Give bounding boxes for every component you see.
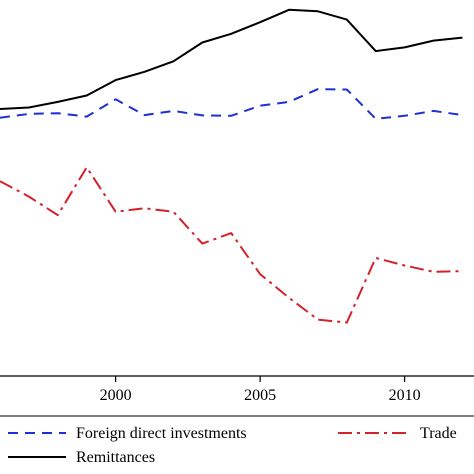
legend-box bbox=[0, 415, 474, 417]
x-tick-label-2010: 2010 bbox=[389, 387, 421, 404]
legend-label-remittances: Remittances bbox=[76, 449, 155, 466]
legend-label-trade: Trade bbox=[420, 425, 457, 442]
x-axis-ticks bbox=[115, 376, 406, 382]
x-tick-label-2005: 2005 bbox=[244, 387, 276, 404]
series-line-foreign-direct-investments bbox=[0, 88, 463, 120]
x-tick-label-2000: 2000 bbox=[100, 387, 132, 404]
series-line-remittances bbox=[0, 8, 463, 110]
plot-area bbox=[0, 8, 463, 324]
series-line-trade bbox=[0, 166, 463, 324]
legend-label-fdi: Foreign direct investments bbox=[76, 425, 247, 442]
x-axis-tick-labels: 2000 2005 2010 bbox=[100, 387, 421, 404]
